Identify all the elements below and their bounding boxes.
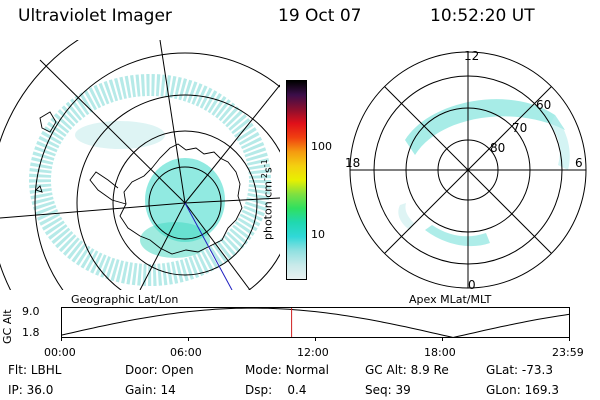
altitude-curve: [61, 307, 570, 339]
lat-circle-1: [148, 166, 222, 240]
unit-mid: s: [261, 167, 275, 174]
status-gcalt-value: 8.9 Re: [410, 363, 449, 377]
altitude-ytick-min: 1.8: [22, 326, 40, 339]
mlat-label-60: 60: [536, 98, 551, 112]
status-gain: Gain: 14: [125, 383, 176, 397]
meridian-4: [184, 197, 280, 204]
xtick-0000: 00:00: [44, 346, 76, 359]
status-door-label: Door:: [125, 363, 158, 377]
antarctica-coastline: [119, 143, 243, 255]
mlat-label-70: 70: [512, 121, 527, 135]
mlt-label-0: 0: [468, 278, 476, 292]
mlat-label-80: 80: [490, 141, 505, 155]
satellite-track: [184, 202, 233, 290]
mlt-diagonal-2: [384, 86, 552, 254]
status-seq: Seq: 39: [365, 383, 411, 397]
status-flt-value: LBHL: [30, 363, 62, 377]
altitude-plot: [61, 307, 570, 341]
status-glon: GLon: 169.3: [486, 383, 559, 397]
mlt-label-12: 12: [464, 49, 479, 63]
status-glon-label: GLon:: [486, 383, 521, 397]
instrument-title: Ultraviolet Imager: [18, 6, 172, 26]
colorbar-tick-100: 100: [311, 140, 332, 153]
meridian-6: [184, 84, 280, 204]
status-mode: Mode: Normal: [245, 363, 329, 377]
date-label: 19 Oct 07: [278, 6, 362, 26]
mlt-label-6: 6: [575, 156, 583, 170]
x-ticks: [61, 337, 570, 341]
status-ip-value: 36.0: [26, 383, 54, 397]
status-door-value: Open: [161, 363, 194, 377]
status-glon-value: 169.3: [524, 383, 559, 397]
colorbar-gradient: [287, 81, 306, 279]
status-glat-value: -73.3: [521, 363, 553, 377]
status-seq-label: Seq:: [365, 383, 392, 397]
meridian-7: [184, 202, 251, 290]
status-dsp-label: Dsp:: [245, 383, 273, 397]
status-flt-label: Flt:: [8, 363, 27, 377]
altitude-ytick-max: 9.0: [22, 305, 40, 318]
status-gain-value: 14: [160, 383, 176, 397]
status-door: Door: Open: [125, 363, 194, 377]
colorbar-tick-10: 10: [311, 228, 325, 241]
status-mode-label: Mode:: [245, 363, 282, 377]
xtick-2359: 23:59: [552, 346, 584, 359]
status-flt: Flt: LBHL: [8, 363, 61, 377]
island-coast: [39, 111, 57, 133]
aurora-emission-left: [29, 74, 271, 286]
status-dsp: Dsp: 0.4: [245, 383, 307, 397]
aurora-emission-right: [398, 99, 570, 247]
colorbar-unit-label: photon cm-2s-1: [260, 159, 275, 240]
magnetic-caption: Apex MLat/MLT: [409, 293, 492, 306]
status-ip-label: IP:: [8, 383, 23, 397]
unit-sup1: -2: [260, 173, 269, 182]
xtick-1800: 18:00: [424, 346, 456, 359]
unit-base: photon cm: [261, 181, 275, 240]
status-glat: GLat: -73.3: [486, 363, 553, 377]
geographic-caption: Geographic Lat/Lon: [71, 293, 179, 306]
lat-circle-3: [76, 94, 280, 290]
unit-sup2: -1: [260, 159, 269, 168]
meridian-5: [139, 202, 186, 290]
geographic-map: [0, 40, 280, 290]
status-ip: IP: 36.0: [8, 383, 53, 397]
magnetic-polar-plot: 12 18 6 0 60 70 80: [345, 49, 587, 292]
mlt-label-18: 18: [345, 156, 360, 170]
meridian-2: [39, 59, 186, 204]
island-coast-2: [35, 185, 43, 193]
meridian-3: [0, 202, 186, 219]
peninsula-coastline: [89, 171, 127, 205]
status-mode-value: Normal: [285, 363, 329, 377]
status-gcalt: GC Alt: 8.9 Re: [365, 363, 449, 377]
status-glat-label: GLat:: [486, 363, 519, 377]
lat-circle-2: [112, 130, 258, 276]
status-dsp-value: 0.4: [287, 383, 307, 397]
colorbar: [286, 80, 307, 280]
status-seq-value: 39: [395, 383, 411, 397]
xtick-1200: 12:00: [297, 346, 329, 359]
status-gain-label: Gain:: [125, 383, 157, 397]
meridian-1: [159, 40, 186, 204]
altitude-ylabel: GC Alt: [1, 309, 14, 344]
lat-circle-4: [34, 52, 280, 290]
status-gcalt-label: GC Alt:: [365, 363, 407, 377]
xtick-0600: 06:00: [170, 346, 202, 359]
time-label: 10:52:20 UT: [430, 6, 535, 26]
